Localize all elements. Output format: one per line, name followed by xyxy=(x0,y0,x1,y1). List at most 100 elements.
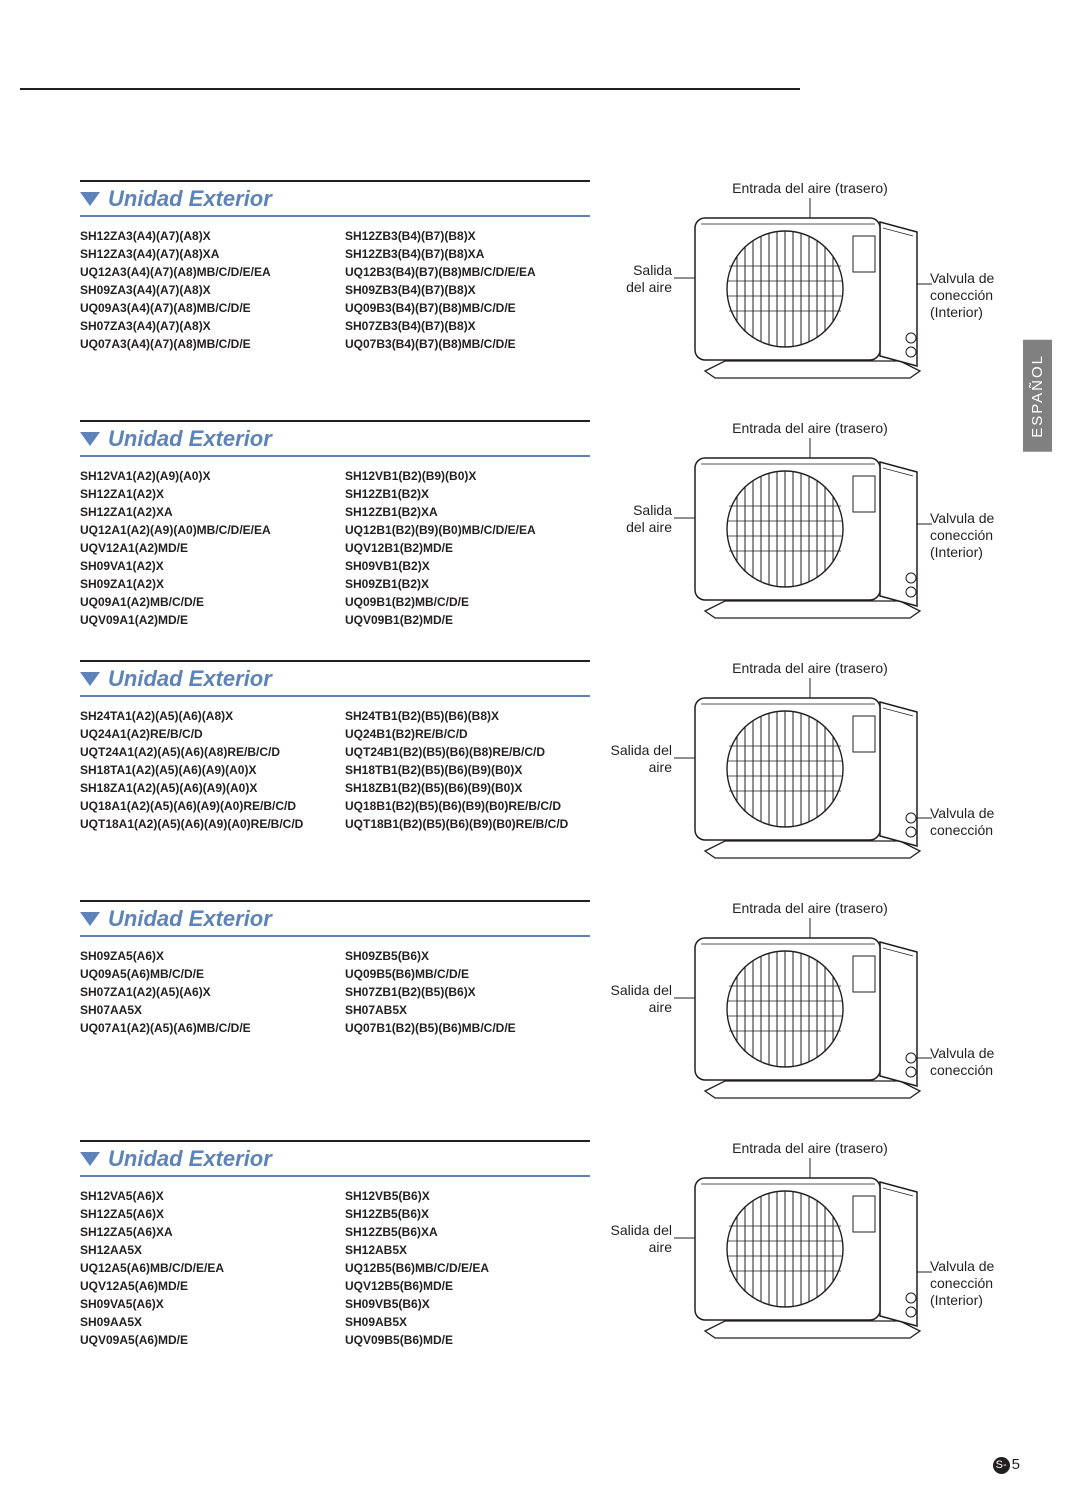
model-code: SH12VA5(A6)X xyxy=(80,1187,325,1205)
model-code: UQ12B5(B6)MB/C/D/E/EA xyxy=(345,1259,590,1277)
model-code: SH24TB1(B2)(B5)(B6)(B8)X xyxy=(345,707,590,725)
header-rule xyxy=(20,50,800,90)
model-code: SH12VB5(B6)X xyxy=(345,1187,590,1205)
unit-diagram: Entrada del aire (trasero)Salida del air… xyxy=(600,900,1020,1110)
page-num-value: 5 xyxy=(1012,1456,1020,1473)
model-code: SH09VB5(B6)X xyxy=(345,1295,590,1313)
model-code: SH12ZA1(A2)X xyxy=(80,485,325,503)
model-code: UQT24A1(A2)(A5)(A6)(A8)RE/B/C/D xyxy=(80,743,325,761)
model-code: UQV09B5(B6)MD/E xyxy=(345,1331,590,1349)
section-title-bar: Unidad Exterior xyxy=(80,180,590,217)
model-code: UQT18B1(B2)(B5)(B6)(B9)(B0)RE/B/C/D xyxy=(345,815,590,833)
unit-diagram: Entrada del aire (trasero)Salidadel aire… xyxy=(600,180,1020,390)
model-code: SH18ZB1(B2)(B5)(B6)(B9)(B0)X xyxy=(345,779,590,797)
model-code: SH12ZB3(B4)(B7)(B8)X xyxy=(345,227,590,245)
model-code: SH09ZA1(A2)X xyxy=(80,575,325,593)
outdoor-unit-icon xyxy=(685,446,930,621)
model-column-b: SH12VB5(B6)XSH12ZB5(B6)XSH12ZB5(B6)XASH1… xyxy=(345,1187,590,1349)
model-code: UQ18A1(A2)(A5)(A6)(A9)(A0)RE/B/C/D xyxy=(80,797,325,815)
outdoor-unit-icon xyxy=(685,926,930,1101)
model-code: SH09VB1(B2)X xyxy=(345,557,590,575)
model-code: UQ12B3(B4)(B7)(B8)MB/C/D/E/EA xyxy=(345,263,590,281)
model-code: SH12VB1(B2)(B9)(B0)X xyxy=(345,467,590,485)
outdoor-unit-icon xyxy=(685,206,930,381)
model-code: UQ24A1(A2)RE/B/C/D xyxy=(80,725,325,743)
model-code: SH09AB5X xyxy=(345,1313,590,1331)
model-columns: SH12ZA3(A4)(A7)(A8)XSH12ZA3(A4)(A7)(A8)X… xyxy=(80,227,590,353)
section-title-bar: Unidad Exterior xyxy=(80,1140,590,1177)
model-code: SH12ZB1(B2)XA xyxy=(345,503,590,521)
model-code: SH12ZB5(B6)XA xyxy=(345,1223,590,1241)
section-title: Unidad Exterior xyxy=(108,186,272,212)
model-code: UQ09B3(B4)(B7)(B8)MB/C/D/E xyxy=(345,299,590,317)
model-code: SH24TA1(A2)(A5)(A6)(A8)X xyxy=(80,707,325,725)
model-code: SH09ZB3(B4)(B7)(B8)X xyxy=(345,281,590,299)
model-code: UQ12A5(A6)MB/C/D/E/EA xyxy=(80,1259,325,1277)
model-code: SH18TA1(A2)(A5)(A6)(A9)(A0)X xyxy=(80,761,325,779)
model-code: SH09ZB5(B6)X xyxy=(345,947,590,965)
model-code: SH18ZA1(A2)(A5)(A6)(A9)(A0)X xyxy=(80,779,325,797)
model-code: SH12ZA5(A6)XA xyxy=(80,1223,325,1241)
model-code: UQ24B1(B2)RE/B/C/D xyxy=(345,725,590,743)
section-title-bar: Unidad Exterior xyxy=(80,660,590,697)
model-code: UQ09A3(A4)(A7)(A8)MB/C/D/E xyxy=(80,299,325,317)
model-code: UQ09A5(A6)MB/C/D/E xyxy=(80,965,325,983)
model-code: SH12ZB5(B6)X xyxy=(345,1205,590,1223)
exterior-section: Unidad ExteriorSH12VA5(A6)XSH12ZA5(A6)XS… xyxy=(80,1140,1020,1350)
model-column-b: SH12ZB3(B4)(B7)(B8)XSH12ZB3(B4)(B7)(B8)X… xyxy=(345,227,590,353)
model-code: UQ07B3(B4)(B7)(B8)MB/C/D/E xyxy=(345,335,590,353)
section-title-bar: Unidad Exterior xyxy=(80,420,590,457)
model-code: SH12ZB3(B4)(B7)(B8)XA xyxy=(345,245,590,263)
model-code: UQV12B5(B6)MD/E xyxy=(345,1277,590,1295)
model-code: UQ07A3(A4)(A7)(A8)MB/C/D/E xyxy=(80,335,325,353)
model-code: SH12ZA1(A2)XA xyxy=(80,503,325,521)
model-column-a: SH12VA1(A2)(A9)(A0)XSH12ZA1(A2)XSH12ZA1(… xyxy=(80,467,325,629)
unit-diagram: Entrada del aire (trasero)Salida del air… xyxy=(600,1140,1020,1350)
model-column-a: SH12ZA3(A4)(A7)(A8)XSH12ZA3(A4)(A7)(A8)X… xyxy=(80,227,325,353)
model-code: SH09ZB1(B2)X xyxy=(345,575,590,593)
model-column-a: SH24TA1(A2)(A5)(A6)(A8)XUQ24A1(A2)RE/B/C… xyxy=(80,707,325,833)
triangle-icon xyxy=(80,912,100,926)
model-code: SH12AB5X xyxy=(345,1241,590,1259)
model-code: SH12ZA3(A4)(A7)(A8)X xyxy=(80,227,325,245)
model-code: SH12ZA3(A4)(A7)(A8)XA xyxy=(80,245,325,263)
model-code: UQV09A5(A6)MD/E xyxy=(80,1331,325,1349)
model-columns: SH09ZA5(A6)XUQ09A5(A6)MB/C/D/ESH07ZA1(A2… xyxy=(80,947,590,1037)
model-code: SH09ZA3(A4)(A7)(A8)X xyxy=(80,281,325,299)
exterior-section: Unidad Exterior SH09ZA5(A6)XUQ09A5(A6)MB/… xyxy=(80,900,1020,1110)
unit-diagram: Entrada del aire (trasero)Salidadel aire… xyxy=(600,420,1020,630)
model-code: UQV09B1(B2)MD/E xyxy=(345,611,590,629)
model-code: SH09VA5(A6)X xyxy=(80,1295,325,1313)
model-code: UQ12B1(B2)(B9)(B0)MB/C/D/E/EA xyxy=(345,521,590,539)
model-code: SH09ZA5(A6)X xyxy=(80,947,325,965)
model-column-b: SH12VB1(B2)(B9)(B0)XSH12ZB1(B2)XSH12ZB1(… xyxy=(345,467,590,629)
model-code: UQV12A1(A2)MD/E xyxy=(80,539,325,557)
model-code: UQT24B1(B2)(B5)(B6)(B8)RE/B/C/D xyxy=(345,743,590,761)
model-column-b: SH24TB1(B2)(B5)(B6)(B8)XUQ24B1(B2)RE/B/C… xyxy=(345,707,590,833)
section-title: Unidad Exterior xyxy=(108,426,272,452)
model-columns: SH12VA1(A2)(A9)(A0)XSH12ZA1(A2)XSH12ZA1(… xyxy=(80,467,590,629)
model-code: UQT18A1(A2)(A5)(A6)(A9)(A0)RE/B/C/D xyxy=(80,815,325,833)
model-code: SH07ZA3(A4)(A7)(A8)X xyxy=(80,317,325,335)
model-code: SH07AB5X xyxy=(345,1001,590,1019)
section-title: Unidad Exterior xyxy=(108,666,272,692)
model-code: UQ09A1(A2)MB/C/D/E xyxy=(80,593,325,611)
triangle-icon xyxy=(80,672,100,686)
exterior-section: Unidad ExteriorSH12VA1(A2)(A9)(A0)XSH12Z… xyxy=(80,420,1020,630)
model-code: SH12VA1(A2)(A9)(A0)X xyxy=(80,467,325,485)
model-code: UQV12A5(A6)MD/E xyxy=(80,1277,325,1295)
model-column-a: SH12VA5(A6)XSH12ZA5(A6)XSH12ZA5(A6)XASH1… xyxy=(80,1187,325,1349)
unit-diagram: Entrada del aire (trasero)Salida del air… xyxy=(600,660,1020,870)
model-code: UQ09B5(B6)MB/C/D/E xyxy=(345,965,590,983)
section-title-bar: Unidad Exterior xyxy=(80,900,590,937)
section-title: Unidad Exterior xyxy=(108,906,272,932)
model-code: UQV09A1(A2)MD/E xyxy=(80,611,325,629)
model-code: SH12AA5X xyxy=(80,1241,325,1259)
triangle-icon xyxy=(80,192,100,206)
model-code: SH07ZB3(B4)(B7)(B8)X xyxy=(345,317,590,335)
model-code: SH12ZA5(A6)X xyxy=(80,1205,325,1223)
model-code: UQ07A1(A2)(A5)(A6)MB/C/D/E xyxy=(80,1019,325,1037)
model-code: SH07ZA1(A2)(A5)(A6)X xyxy=(80,983,325,1001)
language-tab: ESPAÑOL xyxy=(1023,340,1052,452)
model-code: SH09VA1(A2)X xyxy=(80,557,325,575)
